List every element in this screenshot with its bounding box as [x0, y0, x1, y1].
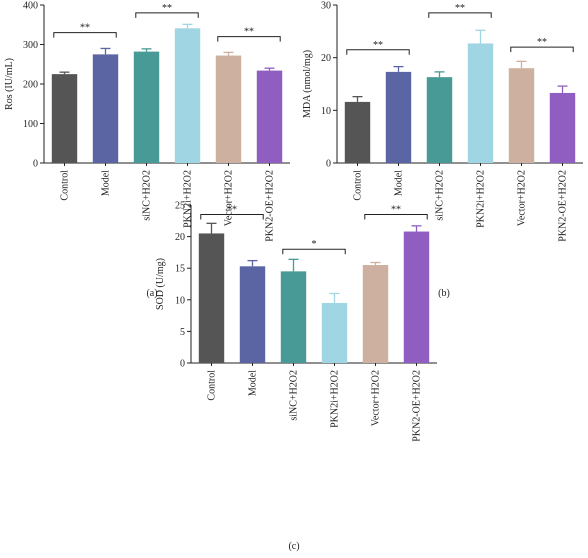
significance-bracket [200, 213, 264, 220]
y-axis-label: Ros (IU/mL) [4, 58, 15, 110]
significance-label: ** [80, 23, 90, 34]
significance-bracket [217, 36, 281, 42]
chart-panel-2: 0 10 20 30 MDA (nmol/mg) Control Model siNC+H2O… [302, 1, 583, 299]
panel-label: (b) [438, 288, 450, 299]
y-axis-label: MDA (nmol/mg) [302, 50, 313, 118]
category-label: siNC+H2O2 [289, 370, 300, 421]
significance-label: ** [162, 3, 172, 14]
category-label: Vector+H2O2 [224, 170, 235, 226]
bar-4 [321, 302, 348, 363]
significance-label: ** [373, 40, 383, 51]
y-axis-label: SOD (U/mg) [155, 258, 166, 310]
bar-5 [215, 55, 242, 164]
y-tick-label: 10 [321, 106, 331, 117]
y-tick-label: 0 [180, 359, 185, 370]
bar-5 [362, 265, 389, 363]
significance-bracket [364, 213, 428, 220]
bar-4 [174, 28, 201, 164]
category-label: PKN2-OE+H2O2 [558, 170, 569, 242]
bar-6 [256, 70, 283, 163]
significance-bracket [346, 49, 410, 55]
category-label: Model [248, 370, 259, 396]
bar-4 [467, 43, 494, 163]
significance-bracket [53, 32, 117, 38]
y-tick-label: 25 [175, 201, 185, 212]
bar-1 [344, 101, 371, 163]
bar-5 [508, 68, 535, 163]
significance-label: * [312, 239, 317, 250]
y-tick-label: 100 [23, 119, 38, 130]
y-tick-label: 200 [23, 80, 38, 91]
category-label: siNC+H2O2 [435, 170, 446, 221]
y-tick-label: 20 [321, 53, 331, 64]
significance-label: ** [244, 27, 254, 38]
y-tick-label: 5 [180, 327, 185, 338]
category-label: Model [101, 170, 112, 196]
y-tick-label: 15 [175, 264, 185, 275]
category-label: Control [353, 170, 364, 201]
category-label: PKN2-OE+H2O2 [412, 370, 423, 442]
bar-1 [198, 233, 225, 363]
bar-3 [426, 77, 453, 163]
significance-label: ** [455, 3, 465, 14]
bar-6 [549, 92, 576, 163]
category-label: Control [60, 170, 71, 201]
category-label: Vector+H2O2 [517, 170, 528, 226]
significance-bracket [428, 12, 492, 18]
panel-label: (c) [288, 541, 299, 552]
category-label: PKN2i+H2O2 [330, 370, 341, 428]
bar-1 [51, 74, 78, 163]
category-label: Model [394, 170, 405, 196]
bar-3 [133, 51, 160, 163]
category-label: PKN2i+H2O2 [476, 170, 487, 228]
significance-label: ** [227, 204, 237, 215]
category-label: siNC+H2O2 [142, 170, 153, 221]
chart-panel-3: 0 5 10 15 20 25 SOD (U/mg) Control Model siNC+H2O… [155, 201, 437, 552]
y-tick-label: 30 [321, 1, 331, 12]
significance-label: ** [391, 204, 401, 215]
significance-bracket [282, 248, 346, 255]
chart-panel-1: 0 100 200 300 400 Ros (IU/mL) Control Model siNC… [4, 1, 290, 299]
category-label: PKN2-OE+H2O2 [265, 170, 276, 242]
y-tick-label: 0 [326, 159, 331, 170]
y-tick-label: 400 [23, 1, 38, 12]
bar-6 [403, 231, 430, 363]
panel-label: (a) [146, 288, 157, 299]
bar-3 [280, 271, 307, 363]
y-tick-label: 0 [33, 159, 38, 170]
y-tick-label: 300 [23, 40, 38, 51]
category-label: Control [207, 370, 218, 401]
significance-bracket [135, 12, 199, 18]
category-label: PKN2i+H2O2 [183, 170, 194, 228]
y-tick-label: 20 [175, 232, 185, 243]
bar-2 [239, 266, 266, 363]
significance-bracket [510, 46, 574, 53]
bar-2 [385, 71, 412, 163]
bar-2 [92, 54, 119, 163]
significance-label: ** [537, 37, 547, 48]
y-tick-label: 10 [175, 295, 185, 306]
category-label: Vector+H2O2 [371, 370, 382, 426]
